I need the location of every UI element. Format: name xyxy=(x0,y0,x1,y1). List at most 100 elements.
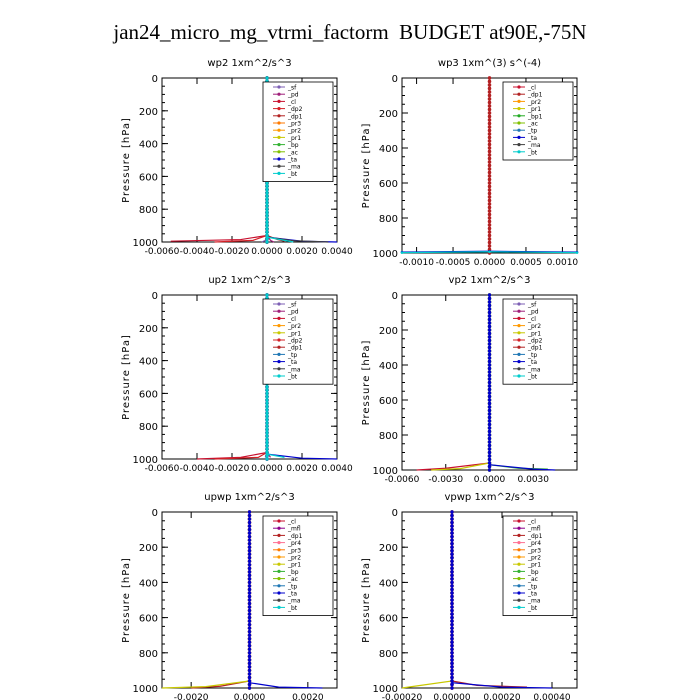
series-marker-ta xyxy=(247,580,252,585)
chart-title: wp2 1xm^2/s^3 xyxy=(207,58,291,69)
series-line-cl xyxy=(170,78,268,242)
series-marker-ta xyxy=(450,626,454,630)
y-tick-label: 0 xyxy=(152,291,158,302)
series-marker-ta xyxy=(247,626,252,630)
series-marker-ta xyxy=(487,422,492,427)
legend-label: _cl xyxy=(287,519,296,526)
y-tick-label: 0 xyxy=(152,508,158,519)
y-tick-label: 600 xyxy=(379,396,398,407)
series-marker-ta xyxy=(450,682,454,687)
series-marker-dp1 xyxy=(487,174,492,178)
legend-marker xyxy=(517,605,521,610)
series-marker-ta xyxy=(450,665,454,669)
series-marker-ta xyxy=(247,559,252,563)
x-tick-label: 0.0005 xyxy=(510,258,542,268)
legend-marker xyxy=(277,591,281,595)
legend-label: _ta xyxy=(527,591,537,598)
series-marker-ta xyxy=(487,408,492,413)
series-marker-ta xyxy=(450,513,454,518)
legend-label: _ta xyxy=(287,591,297,598)
series-marker-ta xyxy=(450,675,454,680)
legend-marker xyxy=(517,338,521,342)
legend-marker xyxy=(517,598,521,602)
x-tick-label: 0.0040 xyxy=(321,247,353,257)
y-tick-label: 0 xyxy=(392,291,398,302)
legend-label: _dp1 xyxy=(527,345,543,352)
legend-marker xyxy=(277,541,281,545)
series-marker-bt xyxy=(265,227,269,231)
series-marker-ta xyxy=(247,552,252,556)
y-tick-label: 800 xyxy=(379,214,398,225)
legend-label: _pd xyxy=(287,309,299,316)
series-marker-ta xyxy=(450,541,454,546)
y-tick-label: 0 xyxy=(152,74,158,85)
series-marker-bt xyxy=(265,437,269,442)
legend-marker xyxy=(517,143,521,147)
series-marker-bt xyxy=(265,388,269,392)
series-marker-ta xyxy=(247,665,252,669)
legend-marker xyxy=(277,374,281,378)
series-marker-ta xyxy=(247,619,252,623)
x-tick-label: 0.00000 xyxy=(433,693,470,700)
legend-marker xyxy=(277,316,281,320)
series-marker-dp1 xyxy=(487,219,492,224)
series-marker-dp1 xyxy=(487,212,492,217)
series-marker-bt xyxy=(265,424,269,428)
legend-marker xyxy=(277,114,281,118)
series-marker-ta xyxy=(487,314,492,318)
legend-marker xyxy=(277,143,281,147)
legend-marker xyxy=(277,309,281,313)
series-marker-bt xyxy=(265,421,269,425)
series-marker-dp1 xyxy=(487,237,492,241)
legend-label: _dp1 xyxy=(287,533,303,540)
series-marker-ta xyxy=(487,352,492,357)
series-marker-ta xyxy=(247,556,252,560)
legend-label: _bp xyxy=(527,569,539,576)
y-tick-label: 200 xyxy=(139,543,158,554)
series-marker-dp1 xyxy=(487,240,492,245)
y-tick-label: 400 xyxy=(139,578,158,589)
legend-label: _ma xyxy=(287,598,301,605)
series-marker-ta xyxy=(487,398,492,402)
series-marker-dp1 xyxy=(487,111,492,115)
legend-marker xyxy=(277,345,281,349)
x-tick-label: -0.0005 xyxy=(436,258,471,268)
series-marker-ta xyxy=(487,380,492,385)
series-marker-bt xyxy=(265,394,269,399)
legend-marker xyxy=(517,85,521,89)
x-tick-label: 0.0000 xyxy=(234,693,266,700)
series-marker-dp1 xyxy=(487,230,492,234)
legend-label: _pr3 xyxy=(527,547,541,554)
series-marker-ta xyxy=(487,426,492,430)
legend-label: _dp1 xyxy=(527,92,543,99)
legend-marker xyxy=(277,150,281,154)
series-marker-ta xyxy=(450,527,454,532)
series-marker-bt xyxy=(265,191,269,195)
legend-label: _ac xyxy=(527,121,538,128)
series-marker-dp1 xyxy=(487,139,492,143)
legend-label: _pr2 xyxy=(527,555,541,562)
series-marker-dp1 xyxy=(487,142,492,147)
series-marker-dp1 xyxy=(487,181,492,185)
legend-label: _pr1 xyxy=(287,330,301,337)
legend-marker xyxy=(277,577,281,581)
series-marker-ta xyxy=(487,366,492,371)
series-marker-ta xyxy=(247,541,252,546)
legend-marker xyxy=(517,150,521,154)
series-marker-ta xyxy=(247,658,252,662)
legend-label: _bt xyxy=(527,605,538,612)
series-marker-bt xyxy=(575,251,579,254)
series-marker-ta xyxy=(450,524,454,528)
legend-label: _cl xyxy=(287,316,296,323)
legend-label: _ac xyxy=(527,576,538,583)
series-marker-bt xyxy=(265,454,269,458)
y-tick-label: 800 xyxy=(379,649,398,660)
series-marker-bt xyxy=(265,417,269,422)
legend-label: _tp xyxy=(287,583,297,590)
y-tick-label: 200 xyxy=(379,543,398,554)
y-axis-label: Pressure [hPa] xyxy=(361,123,372,209)
series-marker-dp1 xyxy=(487,184,492,189)
series-marker-ta xyxy=(450,534,454,539)
legend-marker xyxy=(517,135,521,139)
